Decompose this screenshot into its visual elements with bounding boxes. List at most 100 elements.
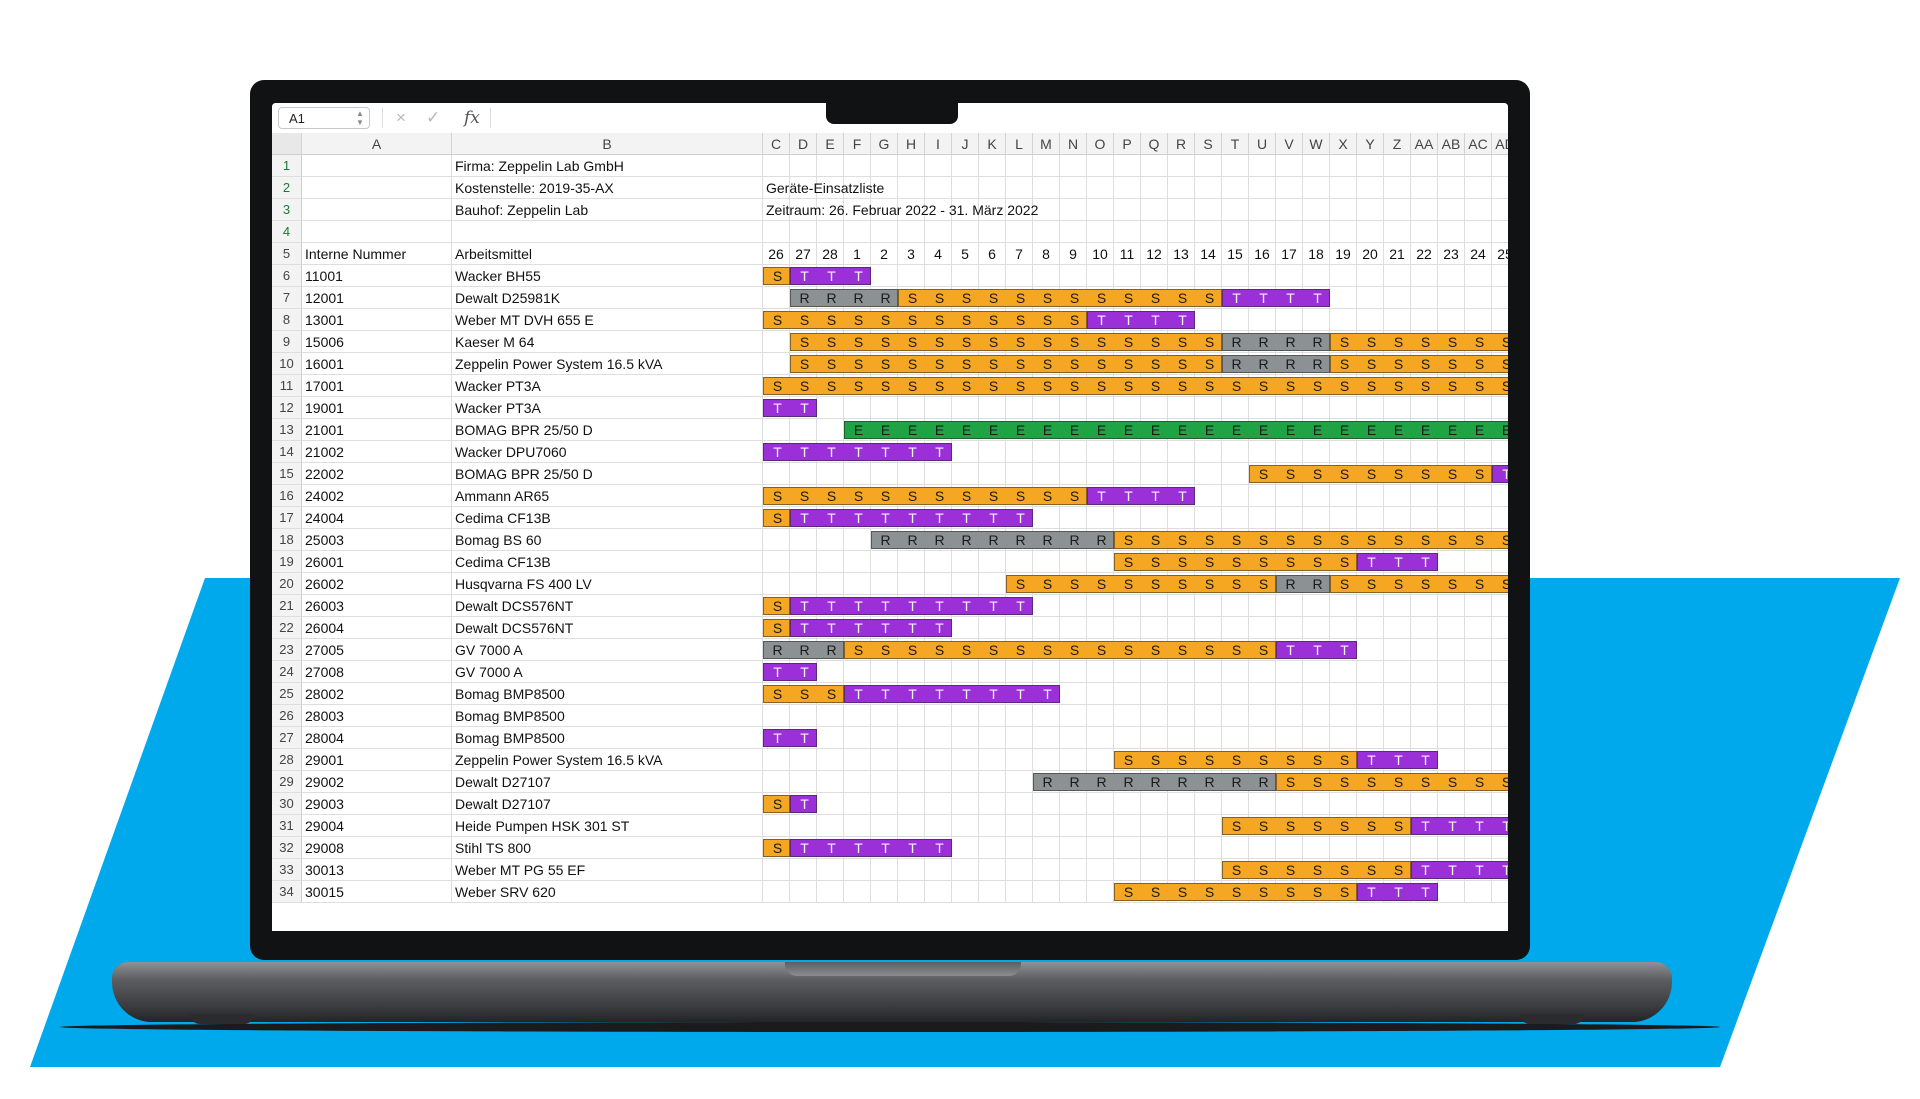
grid-cell[interactable] bbox=[1006, 265, 1033, 287]
grid-cell[interactable] bbox=[1384, 617, 1411, 639]
day-header[interactable]: 26 bbox=[763, 243, 790, 265]
grid-cell[interactable] bbox=[1168, 837, 1195, 859]
grid-cell[interactable] bbox=[1492, 177, 1508, 199]
row-number[interactable]: 11 bbox=[272, 375, 302, 397]
grid-cell[interactable] bbox=[1249, 793, 1276, 815]
grid-cell[interactable] bbox=[1276, 397, 1303, 419]
grid-cell[interactable] bbox=[1303, 507, 1330, 529]
grid-cell[interactable] bbox=[1195, 837, 1222, 859]
grid-cell[interactable] bbox=[1492, 749, 1508, 771]
grid-cell[interactable] bbox=[790, 815, 817, 837]
grid-cell[interactable] bbox=[1033, 551, 1060, 573]
grid-cell[interactable] bbox=[844, 815, 871, 837]
grid-cell[interactable] bbox=[952, 463, 979, 485]
grid-cell[interactable] bbox=[1195, 441, 1222, 463]
equipment-id[interactable]: 19001 bbox=[302, 397, 452, 419]
grid-cell[interactable] bbox=[925, 749, 952, 771]
grid-cell[interactable] bbox=[1438, 881, 1465, 903]
grid-cell[interactable] bbox=[1168, 859, 1195, 881]
grid-cell[interactable] bbox=[817, 419, 844, 441]
grid-cell[interactable] bbox=[1114, 661, 1141, 683]
grid-cell[interactable] bbox=[1033, 793, 1060, 815]
grid-cell[interactable] bbox=[302, 177, 452, 199]
equipment-id[interactable]: 21001 bbox=[302, 419, 452, 441]
grid-cell[interactable] bbox=[763, 529, 790, 551]
equipment-name[interactable]: Kaeser M 64 bbox=[452, 331, 763, 353]
column-header-R[interactable]: R bbox=[1168, 133, 1195, 155]
grid-cell[interactable] bbox=[1492, 375, 1508, 397]
grid-cell[interactable] bbox=[844, 727, 871, 749]
grid-cell[interactable] bbox=[1195, 309, 1222, 331]
grid-cell[interactable] bbox=[898, 793, 925, 815]
grid-cell[interactable] bbox=[1492, 617, 1508, 639]
grid-cell[interactable] bbox=[1357, 639, 1384, 661]
day-header[interactable]: 20 bbox=[1357, 243, 1384, 265]
row-number[interactable]: 25 bbox=[272, 683, 302, 705]
equipment-name[interactable]: Dewalt DCS576NT bbox=[452, 617, 763, 639]
row-number[interactable]: 24 bbox=[272, 661, 302, 683]
equipment-id[interactable]: 27005 bbox=[302, 639, 452, 661]
grid-cell[interactable] bbox=[1006, 463, 1033, 485]
grid-cell[interactable] bbox=[790, 771, 817, 793]
grid-cell[interactable] bbox=[1114, 859, 1141, 881]
grid-cell[interactable] bbox=[1411, 507, 1438, 529]
grid-cell[interactable] bbox=[1303, 221, 1330, 243]
row-number[interactable]: 23 bbox=[272, 639, 302, 661]
row-number[interactable]: 8 bbox=[272, 309, 302, 331]
grid-cell[interactable] bbox=[871, 463, 898, 485]
grid-cell[interactable] bbox=[1357, 617, 1384, 639]
grid-cell[interactable] bbox=[952, 177, 979, 199]
grid-cell[interactable] bbox=[979, 397, 1006, 419]
grid-cell[interactable] bbox=[1330, 177, 1357, 199]
grid-cell[interactable] bbox=[1438, 617, 1465, 639]
grid-cell[interactable] bbox=[979, 265, 1006, 287]
grid-cell[interactable] bbox=[1276, 793, 1303, 815]
grid-cell[interactable] bbox=[1033, 749, 1060, 771]
grid-cell[interactable] bbox=[1492, 287, 1508, 309]
grid-cell[interactable] bbox=[1492, 881, 1508, 903]
row-number[interactable]: 10 bbox=[272, 353, 302, 375]
grid-cell[interactable] bbox=[1006, 441, 1033, 463]
grid-cell[interactable] bbox=[1141, 815, 1168, 837]
equipment-name[interactable]: Wacker PT3A bbox=[452, 375, 763, 397]
row-number[interactable]: 14 bbox=[272, 441, 302, 463]
grid-cell[interactable] bbox=[1060, 749, 1087, 771]
grid-cell[interactable] bbox=[1330, 705, 1357, 727]
grid-cell[interactable] bbox=[1006, 727, 1033, 749]
booking-bar-S[interactable]: S bbox=[763, 795, 790, 813]
grid-cell[interactable] bbox=[1384, 199, 1411, 221]
grid-cell[interactable] bbox=[1411, 683, 1438, 705]
grid-cell[interactable] bbox=[925, 705, 952, 727]
grid-cell[interactable] bbox=[1411, 837, 1438, 859]
column-header-T[interactable]: T bbox=[1222, 133, 1249, 155]
grid-cell[interactable] bbox=[1006, 221, 1033, 243]
equipment-id[interactable]: 24002 bbox=[302, 485, 452, 507]
grid-cell[interactable] bbox=[1033, 507, 1060, 529]
grid-cell[interactable] bbox=[1303, 397, 1330, 419]
grid-cell[interactable] bbox=[817, 199, 844, 221]
grid-cell[interactable] bbox=[1276, 507, 1303, 529]
grid-cell[interactable] bbox=[1465, 639, 1492, 661]
grid-cell[interactable] bbox=[1492, 551, 1508, 573]
grid-cell[interactable] bbox=[1465, 661, 1492, 683]
grid-cell[interactable] bbox=[1276, 595, 1303, 617]
grid-cell[interactable] bbox=[1222, 507, 1249, 529]
grid-cell[interactable] bbox=[844, 771, 871, 793]
grid-cell[interactable] bbox=[790, 529, 817, 551]
grid-cell[interactable] bbox=[1168, 265, 1195, 287]
grid-cell[interactable] bbox=[844, 881, 871, 903]
grid-cell[interactable] bbox=[1195, 793, 1222, 815]
equipment-id[interactable]: 29008 bbox=[302, 837, 452, 859]
column-header-C[interactable]: C bbox=[763, 133, 790, 155]
grid-cell[interactable] bbox=[871, 199, 898, 221]
cancel-icon[interactable]: × bbox=[396, 108, 406, 127]
grid-cell[interactable] bbox=[1087, 441, 1114, 463]
grid-cell[interactable] bbox=[1087, 507, 1114, 529]
grid-cell[interactable] bbox=[898, 463, 925, 485]
column-header-G[interactable]: G bbox=[871, 133, 898, 155]
